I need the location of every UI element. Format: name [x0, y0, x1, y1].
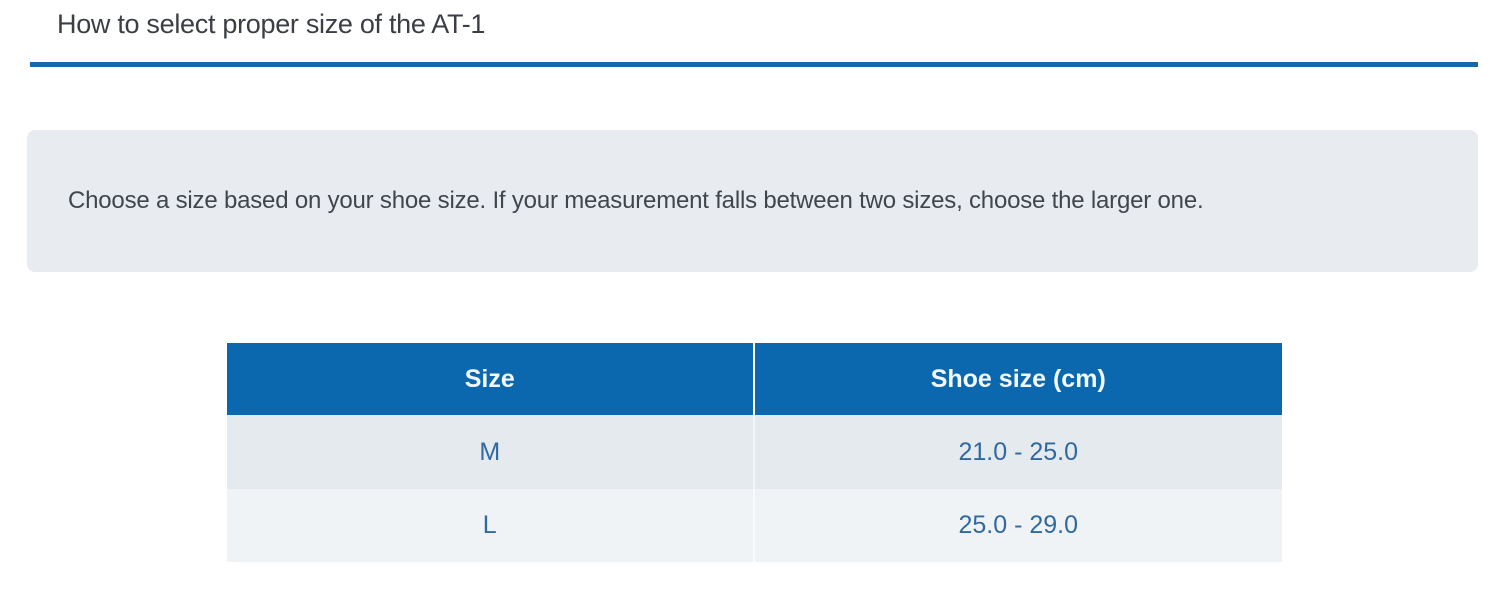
cell-size-value: M — [227, 415, 755, 489]
title-underline-rule — [30, 62, 1478, 67]
size-table-header-row: Size Shoe size (cm) — [227, 343, 1282, 415]
sizing-notice-box: Choose a size based on your shoe size. I… — [27, 130, 1478, 272]
sizing-notice-text: Choose a size based on your shoe size. I… — [68, 187, 1204, 214]
cell-shoe-size-value: 25.0 - 29.0 — [958, 511, 1079, 539]
table-row-size-l: L 25.0 - 29.0 — [227, 489, 1282, 562]
header-cell-size: Size — [227, 343, 755, 415]
size-chart-table: Size Shoe size (cm) M 21.0 - 25.0 L 25.0… — [227, 343, 1282, 562]
header-cell-shoe-size: Shoe size (cm) — [930, 364, 1106, 393]
cell-shoe-size-value: 21.0 - 25.0 — [958, 437, 1079, 466]
page-title: How to select proper size of the AT-1 — [57, 9, 486, 39]
table-row-size-m: M 21.0 - 25.0 — [227, 415, 1282, 489]
cell-size-value: L — [227, 489, 755, 562]
